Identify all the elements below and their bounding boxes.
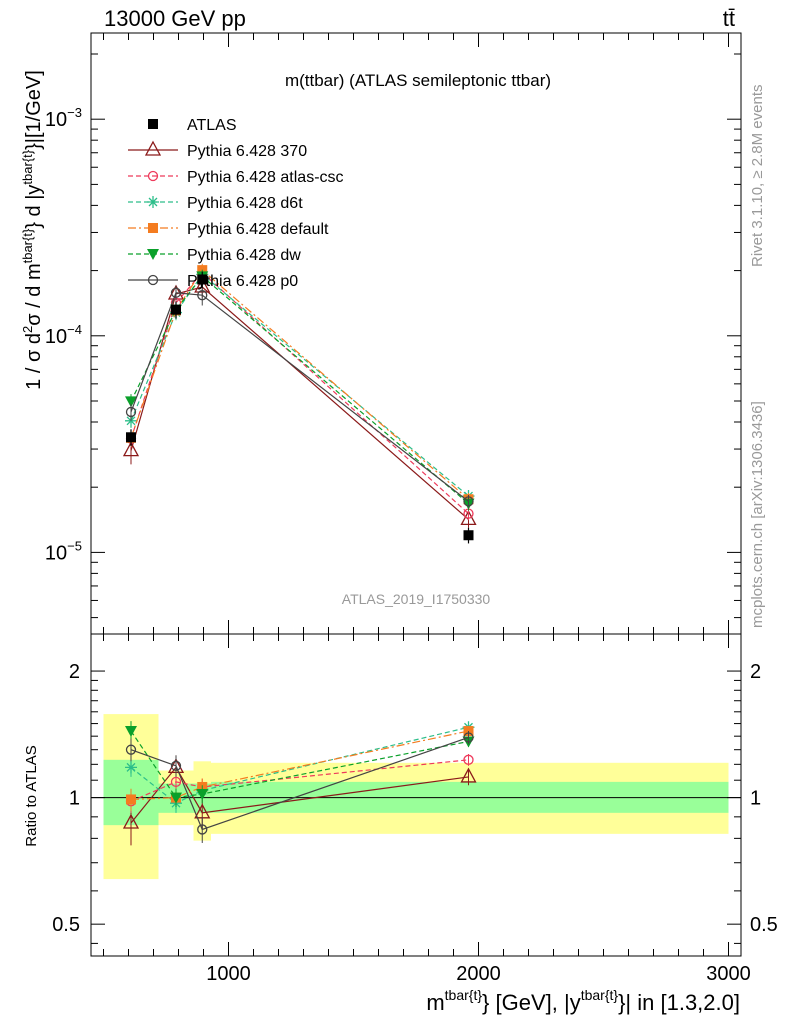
series-line <box>130 271 469 515</box>
series-pythia-6-428-p0 <box>125 285 474 509</box>
legend-entry: Pythia 6.428 d6t <box>128 195 303 212</box>
y-tick-mantissa: 10 <box>45 326 67 348</box>
ratio-series-pythia-6-428-dw <box>125 721 475 807</box>
ratio-data-point <box>460 767 477 783</box>
legend-entry: Pythia 6.428 default <box>128 221 329 238</box>
ratio-y-tick-label-left: 1 <box>69 788 80 810</box>
ratio-series-pythia-6-428-p0 <box>125 731 474 843</box>
ratio-y-tick-label-left: 2 <box>69 661 80 683</box>
series-pythia-6-428-atlas-csc <box>125 266 474 521</box>
y-tick-label: 10−4 <box>45 322 82 348</box>
legend-entry: Pythia 6.428 p0 <box>128 273 298 290</box>
legend-marker <box>148 223 158 233</box>
ratio-y-tick-label-left: 0.5 <box>52 914 80 936</box>
series-line <box>130 286 469 520</box>
ratio-series-line <box>130 759 469 802</box>
mcplots-label: mcplots.cern.ch [arXiv:1306.3436] <box>749 401 766 628</box>
legend-label: Pythia 6.428 370 <box>187 143 307 160</box>
ratio-data-point <box>463 754 474 765</box>
series-line <box>130 275 469 505</box>
legend-marker <box>147 196 159 208</box>
header-left-label: 13000 GeV pp <box>104 6 246 31</box>
y-tick-exponent: −4 <box>67 322 82 337</box>
main-axis-ticks: 10−510−410−3 <box>45 33 741 634</box>
data-point <box>197 274 208 285</box>
x-tick-label: 3000 <box>706 963 751 985</box>
ratio-data-point <box>125 726 137 738</box>
ratio-data-point <box>125 761 137 774</box>
y-tick-exponent: −3 <box>67 105 82 120</box>
legend-label: Pythia 6.428 atlas-csc <box>187 169 344 186</box>
legend-marker <box>144 140 162 156</box>
ratio-data-point <box>197 824 208 835</box>
ratio-frame <box>90 633 742 957</box>
legend-label: Pythia 6.428 default <box>187 221 329 238</box>
x-tick-label: 2000 <box>456 963 501 985</box>
data-point <box>463 496 474 507</box>
legend-entry: Pythia 6.428 atlas-csc <box>128 169 344 186</box>
legend-entry: ATLAS <box>148 117 237 134</box>
chart-title: m(ttbar) (ATLAS semileptonic ttbar) <box>285 71 551 90</box>
series-pythia-6-428-d6t <box>125 267 475 503</box>
ratio-y-tick-label-right: 1 <box>750 788 761 810</box>
data-point <box>460 510 477 526</box>
data-point <box>122 441 140 457</box>
ratio-data-point <box>170 776 182 788</box>
legend-marker <box>148 119 158 129</box>
ratio-series-layer <box>122 721 477 846</box>
legend-label: Pythia 6.428 p0 <box>187 273 298 290</box>
ratio-data-point <box>170 760 182 771</box>
legend-label: ATLAS <box>187 117 237 134</box>
ratio-series-line <box>130 730 469 801</box>
y-tick-label: 10−3 <box>45 105 82 131</box>
main-panel: 10−510−410−3 m(ttbar) (ATLAS semileptoni… <box>20 32 742 635</box>
header-right-label: tt̄ <box>723 6 735 31</box>
analysis-label: ATLAS_2019_I1750330 <box>342 591 491 607</box>
y-tick-mantissa: 10 <box>45 109 67 131</box>
series-line <box>130 292 469 502</box>
data-point <box>171 304 181 315</box>
ratio-data-point <box>126 794 136 805</box>
main-series-layer <box>122 263 477 544</box>
ratio-series-line <box>130 766 469 824</box>
data-point <box>197 290 208 301</box>
ratio-series-line <box>130 730 469 799</box>
ratio-y-tick-label-right: 2 <box>750 661 761 683</box>
x-axis-label: mtbar{t}} [GeV], |ytbar{t}}| in [1.3,2.0… <box>426 987 740 1015</box>
ratio-axis-ticks: 0.5 0.5 1 1 2 2 1000 2000 3000 <box>52 634 778 985</box>
y-tick-label: 10−5 <box>45 538 82 564</box>
ratio-data-point <box>463 732 474 743</box>
data-point <box>126 432 136 443</box>
legend-marker <box>147 170 159 182</box>
x-tick-label: 1000 <box>206 963 251 985</box>
series-line <box>130 269 469 500</box>
data-point <box>125 406 137 418</box>
y-tick-mantissa: 10 <box>45 542 67 564</box>
ratio-data-point <box>122 813 140 829</box>
series-atlas <box>126 271 474 544</box>
data-point <box>125 396 137 408</box>
ratio-y-tick-label-right: 0.5 <box>750 914 778 936</box>
legend-marker <box>147 274 159 286</box>
data-point <box>463 530 474 541</box>
ratio-data-point <box>170 792 182 804</box>
data-point <box>170 287 182 298</box>
main-y-axis-label: 1 / σ d2σ / d mtbar{t}} d |ytbar{t}}|[1/… <box>20 70 45 390</box>
ratio-series-line <box>130 736 469 831</box>
ratio-data-point <box>196 788 209 800</box>
ratio-y-axis-label: Ratio to ATLAS <box>23 745 40 846</box>
y-tick-exponent: −5 <box>67 538 82 553</box>
legend-label: Pythia 6.428 d6t <box>187 195 303 212</box>
legend-entry: Pythia 6.428 370 <box>128 140 307 160</box>
legend: ATLAS Pythia 6.428 370 Pythia 6.428 atlas-… <box>128 117 344 290</box>
legend-label: Pythia 6.428 dw <box>187 247 301 264</box>
ratio-panel: 0.5 0.5 1 1 2 2 1000 2000 3000 Ratio to ATLAS mt… <box>23 633 778 1015</box>
legend-marker <box>147 249 159 260</box>
rivet-version-label: Rivet 3.1.10, ≥ 2.8M events <box>749 85 766 268</box>
ratio-data-point <box>125 744 137 755</box>
legend-entry: Pythia 6.428 dw <box>128 247 301 264</box>
